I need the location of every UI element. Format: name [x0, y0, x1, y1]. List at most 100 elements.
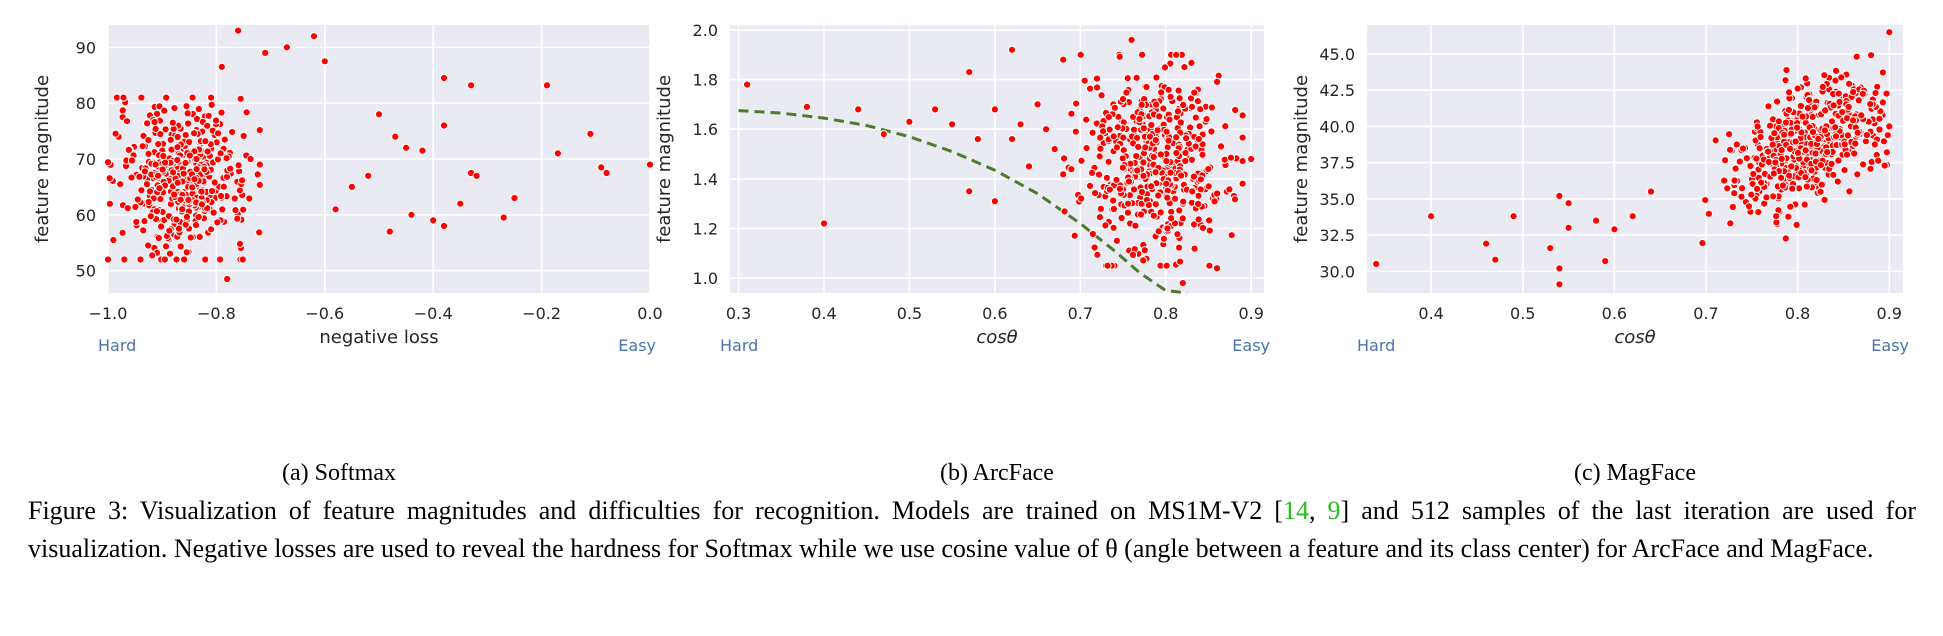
- data-point: [194, 104, 203, 114]
- y-tick-label: 42.5: [1319, 81, 1355, 100]
- data-point: [1784, 212, 1793, 221]
- data-point: [1875, 114, 1884, 123]
- y-axis-label: feature magnitude: [1291, 75, 1312, 243]
- data-point: [1167, 214, 1176, 223]
- x-tick-label: −0.2: [522, 304, 561, 323]
- data-point: [1179, 197, 1188, 206]
- data-point: [1555, 191, 1564, 200]
- data-point: [1109, 196, 1118, 205]
- data-point: [1127, 35, 1136, 45]
- data-point: [1205, 261, 1214, 270]
- data-point: [1194, 191, 1203, 200]
- data-point: [1060, 207, 1069, 216]
- data-point: [239, 131, 248, 141]
- y-tick-label: 30.0: [1319, 262, 1355, 281]
- data-point: [1190, 244, 1199, 253]
- data-point: [158, 165, 167, 174]
- data-point: [1238, 111, 1247, 120]
- data-point: [1827, 159, 1836, 168]
- data-point: [1812, 176, 1821, 185]
- data-point: [189, 129, 199, 138]
- data-point: [255, 160, 264, 169]
- data-point: [1831, 132, 1841, 141]
- data-point: [1033, 100, 1042, 109]
- data-point: [1139, 256, 1148, 265]
- data-point: [1816, 187, 1825, 196]
- data-point: [181, 158, 190, 167]
- data-point: [1791, 137, 1800, 146]
- data-point: [1134, 142, 1143, 151]
- data-point: [1093, 250, 1102, 259]
- data-point: [186, 233, 195, 242]
- data-point: [1829, 101, 1838, 110]
- data-point: [191, 221, 201, 230]
- data-point: [1769, 169, 1778, 178]
- data-point: [1174, 86, 1183, 95]
- data-point: [182, 212, 191, 221]
- data-point: [1730, 189, 1739, 198]
- data-point: [1164, 136, 1173, 145]
- data-point: [1067, 165, 1076, 174]
- data-point: [1112, 143, 1122, 152]
- data-point: [439, 221, 449, 231]
- data-point: [182, 102, 191, 111]
- y-tick-label: 40.0: [1319, 117, 1355, 136]
- data-point: [1141, 143, 1150, 152]
- data-point: [170, 190, 179, 199]
- data-point: [1810, 103, 1819, 112]
- data-point: [1731, 164, 1740, 173]
- data-point: [216, 255, 225, 264]
- data-point: [1147, 182, 1156, 191]
- data-point: [948, 120, 957, 129]
- data-point: [172, 255, 181, 264]
- data-point: [1172, 50, 1181, 59]
- data-point: [138, 142, 147, 151]
- data-point: [105, 199, 115, 208]
- data-point: [155, 184, 164, 193]
- data-points: [1372, 28, 1894, 289]
- data-point: [1820, 71, 1829, 80]
- data-point: [144, 136, 153, 145]
- data-point: [1720, 176, 1729, 185]
- data-point: [1088, 128, 1097, 137]
- data-point: [1187, 102, 1197, 111]
- data-point: [973, 135, 982, 144]
- data-point: [1803, 104, 1813, 113]
- data-point: [213, 218, 222, 227]
- data-point: [1198, 223, 1208, 232]
- data-point: [1129, 125, 1139, 134]
- data-point: [1104, 113, 1113, 122]
- data-point: [1737, 192, 1746, 201]
- data-point: [1082, 115, 1091, 124]
- data-point: [1555, 264, 1564, 273]
- data-point: [1080, 76, 1089, 85]
- x-tick-label: 0.9: [1238, 304, 1263, 323]
- data-point: [1849, 116, 1858, 125]
- data-point: [1829, 170, 1838, 179]
- data-point: [1427, 212, 1436, 221]
- data-point: [1769, 192, 1778, 201]
- data-point: [150, 117, 159, 127]
- data-point: [1131, 221, 1140, 230]
- data-point: [990, 105, 1000, 114]
- data-point: [1730, 176, 1739, 185]
- data-point: [142, 180, 151, 189]
- data-point: [144, 197, 153, 207]
- data-point: [1820, 126, 1830, 135]
- data-point: [159, 151, 168, 161]
- data-point: [1112, 175, 1121, 184]
- data-point: [1870, 140, 1879, 149]
- easy-label: Easy: [1871, 336, 1909, 355]
- data-point: [1807, 166, 1816, 175]
- data-point: [179, 169, 188, 178]
- data-point: [1831, 66, 1841, 75]
- data-point: [1207, 127, 1216, 136]
- data-point: [1076, 50, 1085, 59]
- citation-link-9[interactable]: 9: [1327, 496, 1341, 525]
- citation-link-14[interactable]: 14: [1282, 496, 1309, 525]
- data-point: [1173, 107, 1183, 116]
- y-tick-label: 60: [76, 206, 96, 225]
- data-point: [204, 111, 213, 120]
- data-point: [1747, 190, 1756, 199]
- data-point: [1878, 68, 1888, 77]
